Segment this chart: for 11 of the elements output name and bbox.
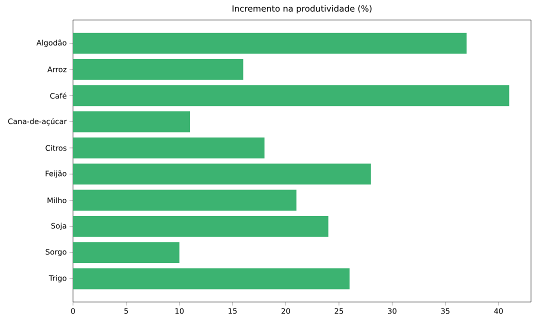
bar [73,137,264,158]
bar [73,190,296,211]
bar [73,268,350,290]
chart-title: Incremento na produtividade (%) [232,5,372,14]
bar [73,85,510,106]
bar [73,32,467,54]
bar [73,242,180,264]
bar [73,111,190,132]
bar [73,164,371,185]
bar [73,216,328,237]
bar [73,58,244,80]
